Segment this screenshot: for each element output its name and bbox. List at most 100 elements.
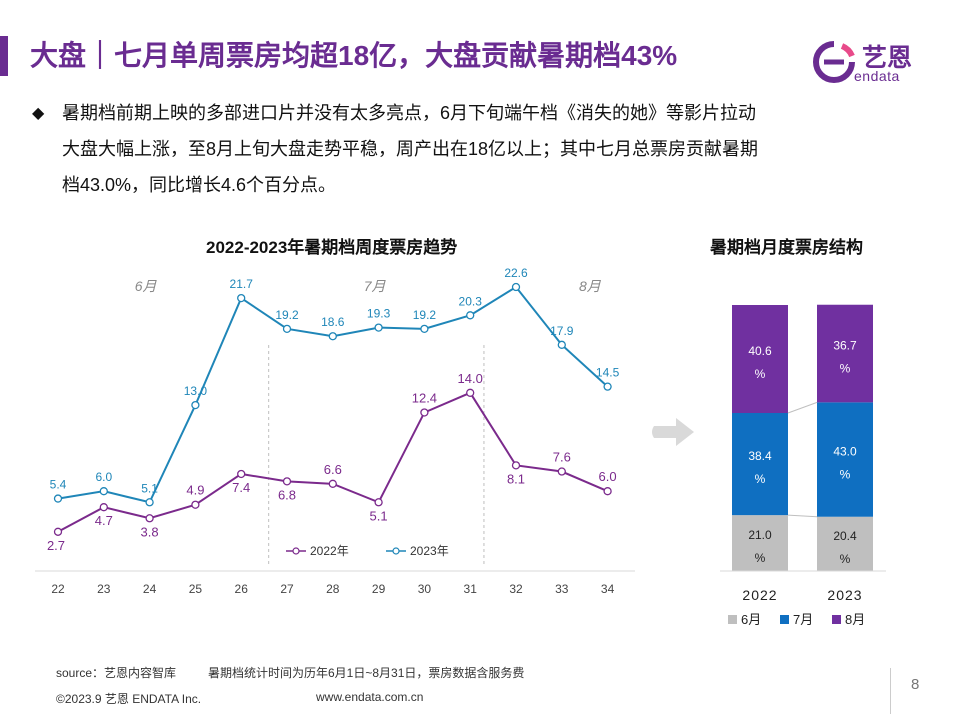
segment-value-label: 20.4 xyxy=(833,529,857,543)
x-tick-label: 31 xyxy=(464,582,478,596)
legend-item-august: 8月 xyxy=(832,609,865,628)
data-label-2023: 20.3 xyxy=(459,294,483,308)
data-point-2022 xyxy=(603,487,612,496)
legend-label: 2023年 xyxy=(410,544,449,558)
data-label-2023: 21.7 xyxy=(230,277,254,291)
legend-marker xyxy=(292,547,300,555)
data-label-2023: 13.0 xyxy=(184,384,208,398)
legend-swatch-june xyxy=(728,615,737,624)
data-label-2023: 19.2 xyxy=(413,308,437,322)
stacked-bar-segment xyxy=(817,304,873,403)
data-label-2023: 18.6 xyxy=(321,315,345,329)
data-label-2022: 4.7 xyxy=(95,513,113,528)
legend-swatch-july xyxy=(780,615,789,624)
x-tick-label: 34 xyxy=(601,582,615,596)
data-label-2022: 7.4 xyxy=(232,480,250,495)
month-label: 7月 xyxy=(364,278,387,294)
x-tick-label: 28 xyxy=(326,582,340,596)
logo-cn-text: 艺恩 xyxy=(862,44,913,72)
title-accent-bar xyxy=(0,36,8,76)
segment-value-label: 40.6 xyxy=(748,344,772,358)
page-number: 8 xyxy=(911,676,920,693)
data-point-2022 xyxy=(282,477,292,486)
x-tick-label: 29 xyxy=(372,582,386,596)
data-point-2022 xyxy=(466,388,475,397)
segment-value-label: 21.0 xyxy=(748,528,772,542)
data-label-2023: 17.9 xyxy=(550,324,574,338)
legend-marker xyxy=(392,547,400,555)
data-label-2022: 8.1 xyxy=(507,471,525,486)
x-tick-label: 27 xyxy=(280,582,294,596)
data-point-2023 xyxy=(145,498,154,507)
segment-percent-sign: % xyxy=(755,367,766,381)
data-label-2022: 6.8 xyxy=(278,487,296,502)
data-point-2023 xyxy=(328,332,337,341)
endata-logo: 艺恩 endata xyxy=(812,38,932,86)
x-tick-label: 24 xyxy=(143,582,157,596)
footer-divider xyxy=(890,668,891,714)
segment-percent-sign: % xyxy=(840,362,851,376)
legend-swatch-august xyxy=(832,615,841,624)
stacked-bar-segment xyxy=(732,305,788,413)
monthly-stacked-chart: 21.0% 38.4% 40.6% 2022 20.4% 43.0% 36.7% 2023 xyxy=(720,304,886,603)
connector-line xyxy=(787,401,818,414)
data-point-2023 xyxy=(191,400,200,410)
data-point-2023 xyxy=(557,340,566,349)
data-point-2023 xyxy=(511,282,521,292)
data-label-2023: 6.0 xyxy=(95,470,112,484)
footer-source: source：艺恩内容智库 xyxy=(56,666,177,680)
footer-copyright: ©2023.9 艺恩 ENDATA Inc. xyxy=(56,692,202,706)
data-label-2022: 2.7 xyxy=(47,538,65,553)
data-label-2022: 7.6 xyxy=(553,450,571,465)
segment-value-label: 43.0 xyxy=(833,445,857,459)
segment-percent-sign: % xyxy=(755,472,766,486)
x-tick-label: 26 xyxy=(235,582,249,596)
data-point-2022 xyxy=(145,514,154,523)
data-point-2023 xyxy=(420,324,429,333)
data-point-2022 xyxy=(557,467,566,476)
category-label: 2022 xyxy=(742,587,777,603)
footer-url[interactable]: www.endata.com.cn xyxy=(316,690,424,704)
stacked-bar-segment xyxy=(732,412,788,516)
x-tick-label: 22 xyxy=(51,582,65,596)
x-tick-label: 23 xyxy=(97,582,111,596)
stacked-bar-segment xyxy=(817,402,873,517)
data-point-2023 xyxy=(466,311,475,320)
month-label: 6月 xyxy=(135,278,158,294)
segment-value-label: 38.4 xyxy=(748,449,772,463)
category-label: 2023 xyxy=(827,587,862,603)
data-point-2022 xyxy=(191,500,200,509)
bullet-diamond-icon: ◆ xyxy=(32,105,45,122)
endata-logo-icon xyxy=(813,41,855,83)
segment-value-label: 36.7 xyxy=(833,339,857,353)
data-point-2022 xyxy=(420,408,429,417)
line-legend: 2022年 2023年 xyxy=(286,544,449,558)
x-tick-label: 33 xyxy=(555,582,569,596)
data-point-2023 xyxy=(374,323,383,332)
monthly-chart-title: 暑期档月度票房结构 xyxy=(710,238,863,257)
legend-item-june: 6月 xyxy=(728,609,761,628)
legend-label-july: 7月 xyxy=(793,612,814,627)
x-tick-label: 25 xyxy=(189,582,203,596)
data-point-2023 xyxy=(237,293,246,303)
data-label-2023: 5.4 xyxy=(50,478,67,492)
summary-paragraph: 暑期档前期上映的多部进口片并没有太多亮点，6月下旬端午档《消失的她》等影片拉动 … xyxy=(62,95,900,203)
data-point-2023 xyxy=(53,494,63,503)
data-label-2023: 19.3 xyxy=(367,307,391,321)
x-tick-label: 30 xyxy=(418,582,432,596)
data-point-2022 xyxy=(53,527,63,536)
data-label-2022: 12.4 xyxy=(412,390,437,405)
data-label-2022: 14.0 xyxy=(458,371,483,386)
data-point-2022 xyxy=(99,503,108,512)
connector-line xyxy=(787,514,818,518)
data-label-2022: 6.0 xyxy=(599,469,617,484)
data-point-2022 xyxy=(237,469,246,479)
segment-percent-sign: % xyxy=(755,551,766,565)
segment-percent-sign: % xyxy=(840,468,851,482)
data-point-2023 xyxy=(99,487,108,496)
summary-line-2: 大盘大幅上涨，至8月上旬大盘走势平稳，周产出在18亿以上；其中七月总票房贡献暑期 xyxy=(62,139,759,159)
summary-line-3: 档43.0%，同比增长4.6个百分点。 xyxy=(62,175,337,195)
data-label-2023: 19.2 xyxy=(275,308,299,322)
weekly-line-chart: 22 23 24 25 26 27 28 29 30 31 32 33 34 6月 7月 8月 5.4 6.0 5.… xyxy=(35,266,635,596)
data-point-2023 xyxy=(282,324,292,333)
